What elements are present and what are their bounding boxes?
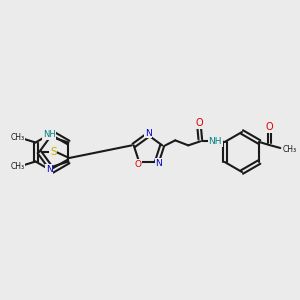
Text: N: N	[145, 128, 152, 137]
Text: N: N	[46, 165, 53, 174]
Text: NH: NH	[43, 130, 56, 139]
Text: N: N	[155, 159, 162, 168]
Text: CH₃: CH₃	[11, 133, 25, 142]
Text: CH₃: CH₃	[282, 145, 296, 154]
Text: CH₃: CH₃	[11, 162, 25, 171]
Text: NH: NH	[208, 137, 222, 146]
Text: S: S	[50, 147, 56, 157]
Text: O: O	[196, 118, 203, 128]
Text: O: O	[135, 160, 142, 169]
Text: O: O	[266, 122, 273, 132]
